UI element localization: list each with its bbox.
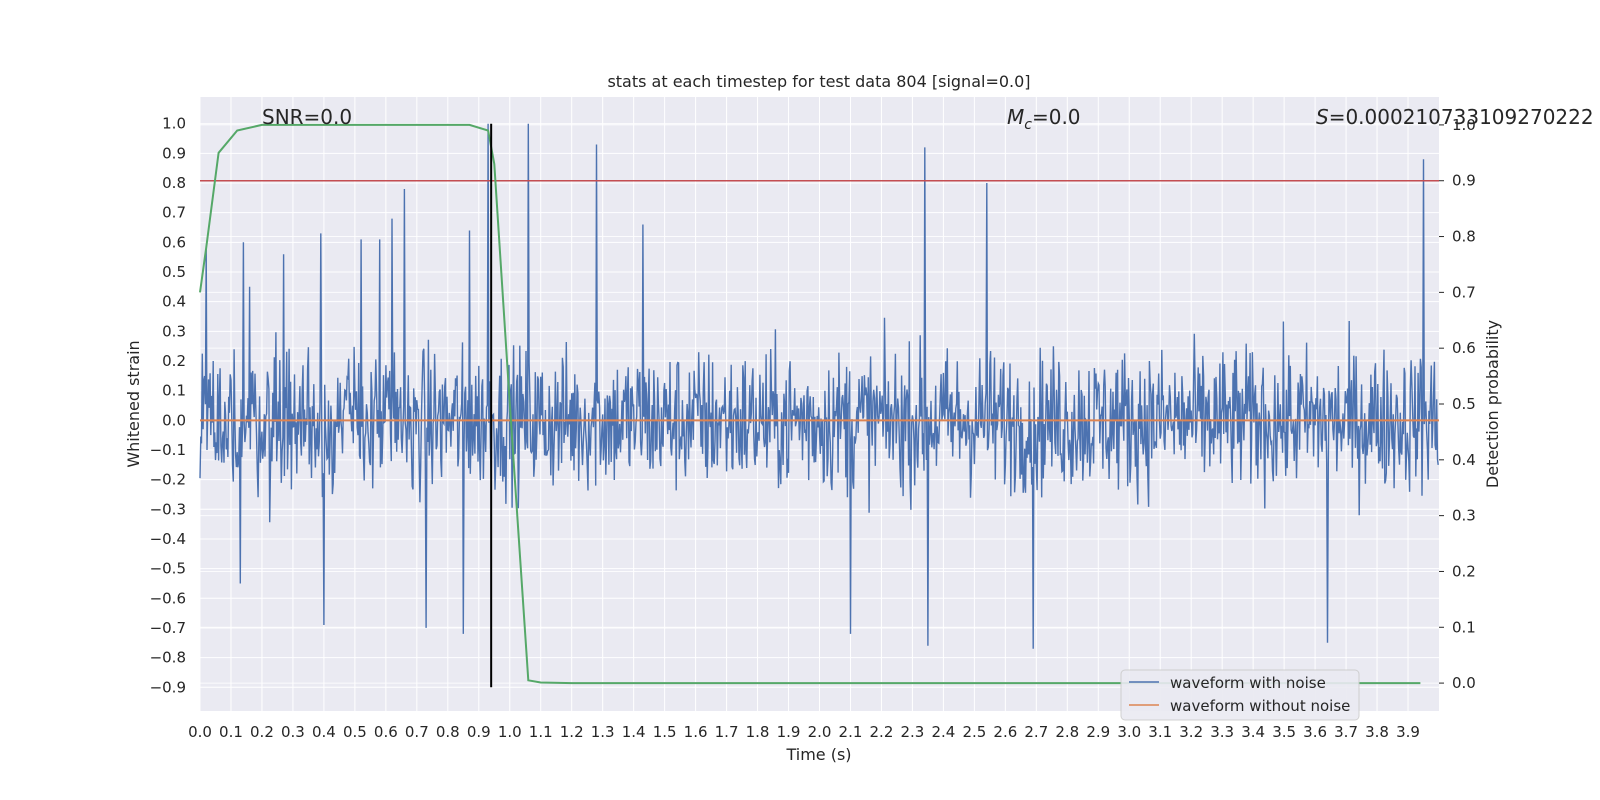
y2-tick-label: 0.5 (1452, 395, 1476, 413)
x-tick-label: 2.9 (1086, 723, 1110, 741)
y-tick-label: −0.8 (150, 649, 186, 667)
x-tick-label: 3.5 (1272, 723, 1296, 741)
y-tick-label: −0.5 (150, 560, 186, 578)
y-tick-label: −0.3 (150, 500, 186, 518)
x-tick-label: 2.3 (900, 723, 924, 741)
y-tick-label: 0.7 (162, 204, 186, 222)
x-tick-label: 0.0 (188, 723, 212, 741)
y2-tick-label: 0.7 (1452, 283, 1476, 301)
mc-symbol: M (1007, 105, 1024, 129)
s-symbol: S (1316, 105, 1329, 129)
x-tick-label: 1.7 (715, 723, 739, 741)
legend-label-noise: waveform with noise (1170, 674, 1326, 692)
x-tick-label: 0.7 (405, 723, 429, 741)
x-tick-label: 1.4 (622, 723, 646, 741)
y2-tick-label: 0.4 (1452, 451, 1476, 469)
x-tick-label: 1.8 (746, 723, 770, 741)
x-tick-label: 3.7 (1334, 723, 1358, 741)
x-tick-label: 0.1 (219, 723, 243, 741)
y-axis-label: Whitened strain (124, 340, 143, 467)
y2-tick-label: 0.6 (1452, 339, 1476, 357)
s-value: =0.00021073310927022 (1329, 105, 1581, 129)
x-tick-label: 1.9 (777, 723, 801, 741)
x-tick-label: 0.2 (250, 723, 274, 741)
x-tick-label: 3.2 (1179, 723, 1203, 741)
x-tick-label: 2.6 (993, 723, 1017, 741)
y-tick-label: −0.4 (150, 530, 186, 548)
legend-box (1120, 669, 1360, 721)
y-tick-label: 0.8 (162, 174, 186, 192)
y2-tick-label: 0.9 (1452, 172, 1476, 190)
x-tick-label: 3.4 (1241, 723, 1265, 741)
x-tick-label: 2.5 (962, 723, 986, 741)
x-tick-label: 2.1 (839, 723, 863, 741)
y2-tick-label: 0.3 (1452, 507, 1476, 525)
y-tick-label: −0.2 (150, 471, 186, 489)
y2-tick-label: 1.0 (1452, 116, 1476, 134)
x-tick-label: 2.0 (808, 723, 832, 741)
x-tick-label: 0.3 (281, 723, 305, 741)
y-tick-label: −0.6 (150, 589, 186, 607)
y-tick-label: 0.4 (162, 293, 186, 311)
x-tick-label: 0.5 (343, 723, 367, 741)
y-tick-label: 0.3 (162, 322, 186, 340)
x-axis-label: Time (s) (785, 745, 851, 764)
x-tick-label: 1.5 (653, 723, 677, 741)
mc-subscript: c (1024, 117, 1032, 133)
x-tick-label: 2.8 (1055, 723, 1079, 741)
x-tick-label: 0.8 (436, 723, 460, 741)
legend: waveform with noise waveform without noi… (1120, 669, 1360, 721)
y-tick-label: 0.1 (162, 382, 186, 400)
y2-tick-label: 0.8 (1452, 228, 1476, 246)
y2-tick-label: 0.0 (1452, 674, 1476, 692)
x-tick-label: 3.1 (1148, 723, 1172, 741)
y2-axis-label: Detection probability (1483, 320, 1502, 488)
x-tick-label: 3.3 (1210, 723, 1234, 741)
x-tick-label: 3.6 (1303, 723, 1327, 741)
mc-value: =0.0 (1032, 105, 1081, 129)
y-tick-label: 0.9 (162, 144, 186, 162)
s-annotation: S=0.000210733109270222 (1316, 105, 1594, 129)
x-tick-label: 0.6 (374, 723, 398, 741)
x-tick-label: 1.0 (498, 723, 522, 741)
x-tick-label: 3.9 (1396, 723, 1420, 741)
x-tick-label: 1.6 (684, 723, 708, 741)
mc-annotation: Mc=0.0 (1007, 105, 1081, 133)
y-tick-label: 0.2 (162, 352, 186, 370)
s-value-cont: 2 (1581, 105, 1594, 129)
y-tick-label: −0.9 (150, 678, 186, 696)
x-tick-label: 3.8 (1365, 723, 1389, 741)
chart-title: stats at each timestep for test data 804… (607, 72, 1030, 91)
x-tick-label: 2.4 (931, 723, 955, 741)
y2-axis-ticks: 1.0 0.9 0.8 0.7 0.6 0.5 0.4 0.3 0.2 0.1 0.0 (1439, 116, 1476, 692)
x-tick-label: 1.2 (560, 723, 584, 741)
series-lines (199, 123, 1439, 688)
x-tick-label: 2.2 (870, 723, 894, 741)
x-tick-label: 0.4 (312, 723, 336, 741)
y-tick-label: 0.5 (162, 263, 186, 281)
y2-tick-label: 0.2 (1452, 562, 1476, 580)
y2-tick-label: 0.1 (1452, 618, 1476, 636)
y-tick-label: 1.0 (162, 115, 186, 133)
x-axis-ticks: 0.0 0.1 0.2 0.3 0.4 0.5 0.6 0.7 0.8 0.9 1.0 1.1 1.2 1… (188, 723, 1420, 741)
y-tick-label: 0.6 (162, 233, 186, 251)
x-tick-label: 1.3 (591, 723, 615, 741)
y-tick-label: −0.7 (150, 619, 186, 637)
y-tick-label: −0.1 (150, 441, 186, 459)
y-axis-ticks: 1.0 0.9 0.8 0.7 0.6 0.5 0.4 0.3 0.2 0.1 0.0 −0.1 −0.… (150, 115, 186, 697)
x-tick-label: 3.0 (1117, 723, 1141, 741)
legend-label-clean: waveform without noise (1170, 697, 1350, 715)
x-tick-label: 2.7 (1024, 723, 1048, 741)
snr-annotation: SNR=0.0 (262, 105, 352, 129)
y-tick-label: 0.0 (162, 411, 186, 429)
x-tick-label: 1.1 (529, 723, 553, 741)
x-tick-label: 0.9 (467, 723, 491, 741)
